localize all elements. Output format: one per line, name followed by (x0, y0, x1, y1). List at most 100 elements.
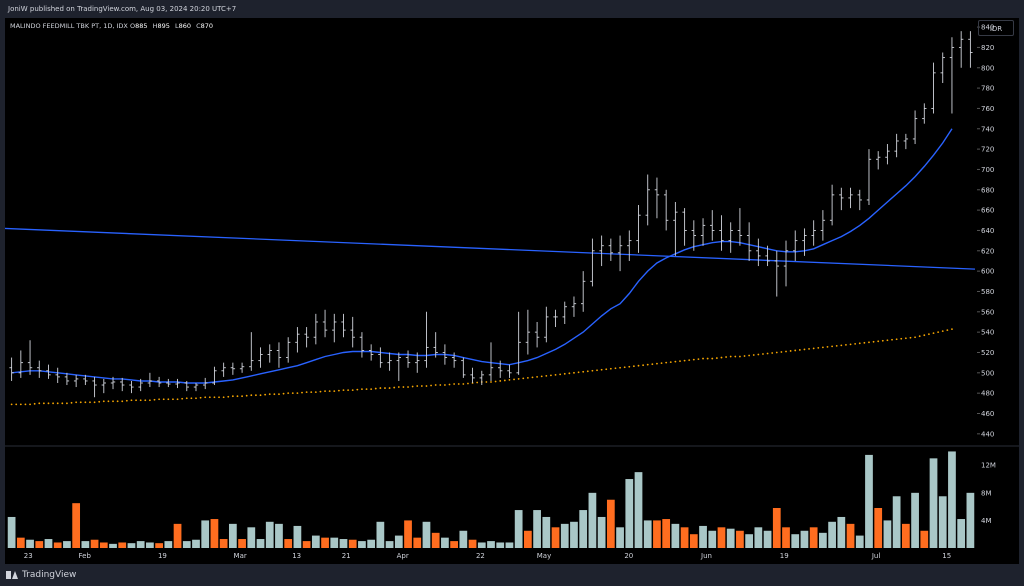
dotted-ma-point (102, 400, 105, 403)
volume-bar (118, 542, 127, 548)
dotted-ma-point (185, 397, 188, 400)
volume-tick-label: 4M (981, 517, 992, 525)
volume-bar (901, 523, 910, 548)
dotted-ma-point (725, 356, 727, 358)
dotted-ma-point (328, 390, 331, 393)
volume-bar (16, 537, 25, 548)
dotted-ma-point (752, 354, 755, 356)
dotted-ma-point (932, 332, 935, 335)
volume-bar (689, 534, 698, 548)
x-tick-label: 19 (780, 552, 789, 560)
dotted-ma-point (144, 399, 147, 402)
open-value: 885 (135, 22, 148, 30)
dotted-ma-point (656, 362, 658, 365)
dotted-ma-point (715, 357, 718, 359)
dotted-ma-point (918, 335, 921, 338)
dotted-ma-point (771, 352, 774, 354)
dotted-ma-point (222, 396, 225, 399)
dotted-ma-point (762, 353, 764, 355)
volume-bar (662, 519, 671, 548)
dotted-ma-point (10, 403, 13, 406)
price-tick-label: 520 (981, 349, 994, 357)
dotted-ma-point (812, 347, 815, 350)
volume-bar (736, 530, 744, 548)
volume-tick-label: 12M (981, 462, 996, 470)
moving-average-line (11, 128, 953, 384)
dotted-ma-point (858, 342, 861, 345)
dotted-ma-point (785, 350, 787, 353)
volume-bar (459, 530, 468, 548)
currency-button[interactable]: IDR (978, 20, 1014, 36)
trend-line (4, 227, 976, 270)
price-tick-label: 740 (981, 125, 994, 133)
volume-bar (146, 542, 154, 548)
dotted-ma-point (540, 375, 543, 378)
volume-bar (422, 521, 431, 548)
dotted-ma-point (236, 395, 239, 398)
x-tick-label: May (537, 552, 551, 560)
price-tick-label: 760 (981, 105, 994, 113)
dotted-ma-point (766, 352, 769, 355)
price-tick-label: 600 (981, 268, 994, 276)
volume-bar (311, 535, 320, 548)
volume-bar (708, 530, 717, 548)
dotted-ma-point (697, 358, 700, 360)
high-value: 895 (157, 22, 170, 30)
volume-bar (957, 519, 966, 548)
volume-bar (570, 521, 578, 548)
price-tick-label: 800 (981, 64, 994, 72)
price-tick-label: 540 (981, 329, 994, 337)
volume-bar (385, 541, 394, 548)
dotted-ma-point (909, 336, 912, 339)
volume-bar (846, 523, 855, 548)
dotted-ma-point (61, 402, 64, 405)
volume-bar (579, 510, 588, 548)
dotted-ma-point (314, 391, 317, 394)
dotted-ma-point (526, 377, 529, 379)
dotted-ma-point (227, 395, 230, 398)
x-tick-label: 22 (476, 552, 485, 560)
volume-bar (809, 527, 818, 548)
volume-bar (477, 542, 486, 548)
volume-bar (7, 516, 16, 548)
dotted-ma-point (868, 341, 870, 344)
volume-bar (450, 541, 458, 548)
volume-bar (791, 534, 800, 548)
volume-bar (155, 543, 163, 548)
dotted-ma-point (623, 366, 626, 369)
dotted-ma-point (89, 401, 91, 404)
volume-bar (358, 541, 366, 548)
symbol-name: MALINDO FEEDMILL TBK PT, 1D, IDX (10, 22, 128, 30)
dotted-ma-point (379, 387, 382, 389)
symbol-legend: MALINDO FEEDMILL TBK PT, 1D, IDX O885 H8… (10, 22, 216, 30)
tradingview-logo[interactable]: TradingView (6, 570, 76, 580)
dotted-ma-point (24, 403, 27, 406)
dotted-ma-point (402, 386, 405, 388)
dotted-ma-point (660, 362, 663, 365)
dotted-ma-point (775, 351, 778, 354)
chart-panel[interactable] (5, 18, 1019, 564)
dotted-ma-point (900, 337, 903, 340)
volume-bar (53, 542, 62, 548)
price-tick-label: 460 (981, 410, 994, 418)
dotted-ma-point (937, 331, 940, 334)
dotted-ma-point (153, 398, 156, 401)
dotted-ma-point (485, 381, 488, 383)
dotted-ma-point (688, 359, 691, 362)
volume-bar (938, 496, 947, 548)
x-tick-label: 15 (942, 552, 951, 560)
volume-bar (164, 541, 173, 548)
volume-bar (26, 539, 34, 548)
dotted-ma-point (928, 333, 930, 336)
dotted-ma-point (130, 399, 133, 402)
dotted-ma-point (278, 393, 280, 396)
dotted-ma-point (93, 401, 96, 404)
dotted-ma-point (513, 378, 515, 381)
dotted-ma-point (835, 344, 838, 347)
volume-bar (643, 520, 652, 548)
dotted-ma-point (231, 395, 234, 398)
dotted-ma-point (586, 370, 589, 373)
volume-bar (948, 451, 956, 548)
dotted-ma-point (425, 385, 428, 387)
